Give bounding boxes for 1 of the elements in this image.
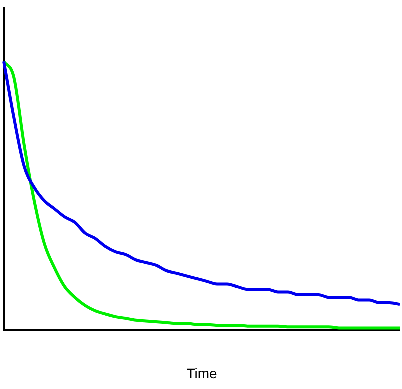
- x-axis-title: Time: [186, 365, 218, 382]
